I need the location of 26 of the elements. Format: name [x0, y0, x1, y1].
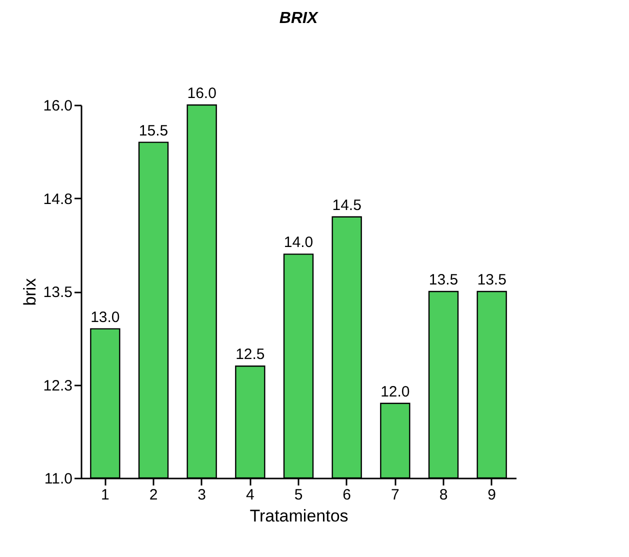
- data-label: 14.0: [284, 234, 314, 252]
- y-tick-label: 14.8: [43, 190, 72, 208]
- x-tick-label: 6: [342, 486, 352, 504]
- data-label: 15.5: [138, 122, 168, 140]
- x-tick-label: 2: [149, 486, 158, 504]
- y-tick-label: 13.5: [43, 284, 72, 301]
- y-tick-label: 12.3: [43, 377, 72, 394]
- y-axis-title: brix: [20, 278, 40, 306]
- x-tick-label: 8: [439, 486, 448, 504]
- chart-title: BRIX: [279, 10, 319, 27]
- data-label: 12.5: [236, 346, 265, 364]
- data-label: 13.0: [90, 308, 120, 326]
- x-tick-label: 4: [246, 486, 254, 504]
- x-tick-label: 3: [198, 486, 206, 504]
- x-tick-label: 9: [488, 486, 496, 504]
- y-tick-label: 16.0: [43, 98, 72, 114]
- data-label: 12.0: [380, 383, 410, 400]
- x-axis-title: Tratamientos: [250, 506, 348, 526]
- x-tick-label: 1: [100, 486, 110, 504]
- y-tick-label: 11.0: [44, 470, 72, 488]
- data-label: 13.5: [428, 272, 458, 288]
- data-label: 14.5: [332, 196, 362, 214]
- x-tick-label: 7: [390, 486, 400, 504]
- x-tick-label: 5: [294, 486, 303, 504]
- data-label: 16.0: [187, 85, 216, 102]
- data-label: 13.5: [477, 272, 506, 288]
